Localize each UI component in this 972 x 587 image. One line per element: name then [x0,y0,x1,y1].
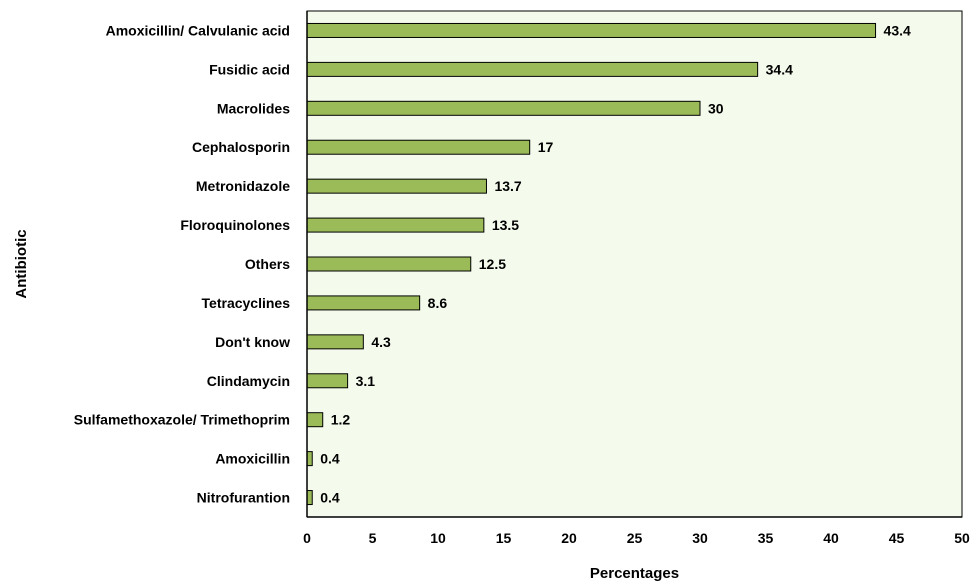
bar [306,373,349,389]
category-label: Amoxicillin/ Calvulanic acid [106,22,290,38]
bar [306,61,759,77]
data-label: 0.4 [320,490,340,506]
x-tick-label: 15 [496,530,512,546]
category-label: Macrolides [217,100,290,116]
bar [306,295,421,311]
category-label: Cephalosporin [192,139,290,155]
category-label: Others [245,256,290,272]
data-label: 0.4 [320,451,340,467]
data-labels-group: 43.4 34.4 30 17 13.7 13.5 12.5 8.6 4.3 3.1 1.2 0.4 0… [320,22,911,505]
data-label: 4.3 [371,334,391,350]
bars-group [306,22,877,506]
category-label: Fusidic acid [209,61,290,77]
data-label: 3.1 [356,373,376,389]
bar [306,217,485,233]
x-tick-label: 40 [823,530,839,546]
category-label: Nitrofurantion [197,490,290,506]
data-label: 43.4 [884,22,911,38]
bar [306,139,531,155]
x-tick-label: 10 [430,530,446,546]
x-tick-label: 50 [954,530,970,546]
x-tick-label: 35 [758,530,774,546]
data-label: 17 [538,139,554,155]
x-tick-label: 5 [369,530,377,546]
x-tick-label: 0 [303,530,311,546]
x-tick-label: 20 [561,530,577,546]
category-label: Floroquinolones [180,217,290,233]
x-tick-label: 25 [627,530,643,546]
data-label: 13.7 [494,178,521,194]
data-label: 13.5 [492,217,519,233]
x-tick-label: 30 [692,530,708,546]
category-label: Amoxicillin [215,451,290,467]
bar [306,22,877,38]
bar [306,256,472,272]
bar [306,412,324,428]
category-label: Sulfamethoxazole/ Trimethoprim [74,412,290,428]
x-axis-title: Percentages [590,565,679,582]
bar [306,100,701,116]
data-label: 12.5 [479,256,506,272]
category-label: Clindamycin [207,373,290,389]
data-label: 30 [708,100,724,116]
category-label: Metronidazole [196,178,290,194]
data-label: 34.4 [766,61,793,77]
y-axis-title: Antibiotic [13,229,30,298]
category-label: Tetracyclines [202,295,291,311]
category-label: Don't know [215,334,290,350]
x-tick-label: 45 [889,530,905,546]
x-tick-labels-group: 0 5 10 15 20 25 30 35 40 45 50 [303,530,970,546]
bar [306,490,313,506]
bar [306,178,487,194]
bar [306,451,313,467]
data-label: 1.2 [331,412,351,428]
category-labels-group: Amoxicillin/ Calvulanic acid Fusidic acid… [74,22,290,505]
bar [306,334,364,350]
data-label: 8.6 [428,295,448,311]
